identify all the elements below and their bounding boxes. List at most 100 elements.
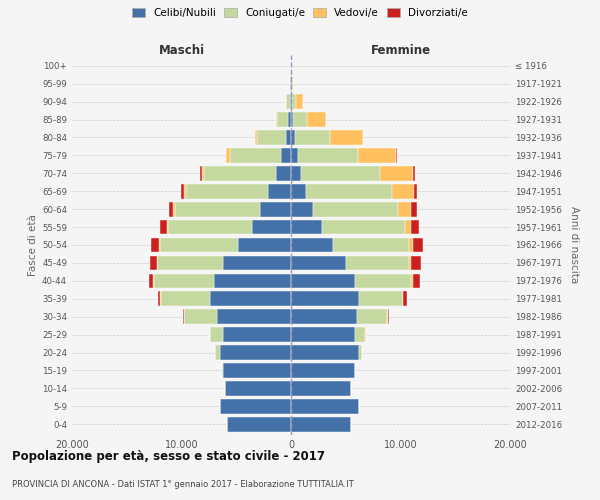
Bar	[186, 184, 268, 198]
Bar	[217, 310, 291, 324]
Bar	[167, 220, 169, 234]
Bar	[281, 148, 291, 162]
Bar	[291, 417, 351, 432]
Bar	[238, 238, 291, 252]
Bar	[291, 310, 356, 324]
Bar	[157, 256, 223, 270]
Bar	[175, 202, 260, 216]
Bar	[255, 130, 257, 145]
Bar	[210, 292, 291, 306]
Bar	[413, 274, 421, 288]
Bar	[291, 220, 322, 234]
Bar	[161, 292, 210, 306]
Bar	[291, 256, 346, 270]
Text: PROVINCIA DI ANCONA - Dati ISTAT 1° gennaio 2017 - Elaborazione TUTTITALIA.IT: PROVINCIA DI ANCONA - Dati ISTAT 1° genn…	[12, 480, 354, 489]
Bar	[358, 148, 396, 162]
Y-axis label: Anni di nascita: Anni di nascita	[569, 206, 578, 284]
Bar	[220, 345, 291, 360]
Bar	[355, 274, 412, 288]
Bar	[356, 310, 388, 324]
Bar	[291, 76, 292, 91]
Bar	[413, 238, 423, 252]
Bar	[251, 220, 291, 234]
Bar	[291, 130, 295, 145]
Bar	[359, 345, 362, 360]
Bar	[169, 220, 251, 234]
Bar	[151, 238, 158, 252]
Bar	[226, 381, 291, 396]
Bar	[277, 112, 288, 127]
Bar	[409, 238, 413, 252]
Bar	[291, 399, 359, 413]
Bar	[158, 238, 160, 252]
Bar	[173, 202, 175, 216]
Bar	[230, 148, 281, 162]
Bar	[412, 202, 417, 216]
Bar	[313, 202, 398, 216]
Bar	[226, 148, 230, 162]
Bar	[227, 417, 291, 432]
Bar	[183, 310, 184, 324]
Bar	[291, 184, 307, 198]
Bar	[322, 220, 405, 234]
Bar	[291, 112, 293, 127]
Bar	[184, 310, 217, 324]
Bar	[223, 328, 291, 342]
Y-axis label: Fasce di età: Fasce di età	[28, 214, 38, 276]
Bar	[298, 148, 358, 162]
Bar	[257, 130, 286, 145]
Bar	[215, 345, 220, 360]
Bar	[286, 130, 291, 145]
Bar	[292, 94, 296, 109]
Bar	[412, 274, 413, 288]
Bar	[392, 184, 413, 198]
Bar	[291, 292, 359, 306]
Bar	[291, 345, 359, 360]
Bar	[184, 184, 186, 198]
Bar	[202, 166, 205, 180]
Bar	[205, 166, 275, 180]
Bar	[220, 399, 291, 413]
Bar	[210, 328, 223, 342]
Bar	[398, 202, 412, 216]
Bar	[291, 166, 301, 180]
Bar	[291, 328, 355, 342]
Bar	[290, 94, 291, 109]
Bar	[286, 94, 290, 109]
Bar	[355, 328, 365, 342]
Bar	[359, 292, 403, 306]
Text: Popolazione per età, sesso e stato civile - 2017: Popolazione per età, sesso e stato civil…	[12, 450, 325, 463]
Bar	[409, 256, 412, 270]
Bar	[291, 381, 351, 396]
Bar	[200, 166, 202, 180]
Bar	[154, 274, 214, 288]
Bar	[396, 148, 397, 162]
Bar	[181, 184, 184, 198]
Bar	[301, 166, 380, 180]
Bar	[150, 256, 157, 270]
Bar	[296, 94, 303, 109]
Bar	[293, 112, 307, 127]
Bar	[412, 220, 419, 234]
Bar	[307, 184, 392, 198]
Legend: Celibi/Nubili, Coniugati/e, Vedovi/e, Divorziati/e: Celibi/Nubili, Coniugati/e, Vedovi/e, Di…	[129, 5, 471, 21]
Bar	[291, 94, 292, 109]
Bar	[295, 130, 330, 145]
Bar	[405, 220, 412, 234]
Bar	[388, 310, 389, 324]
Bar	[291, 363, 355, 378]
Bar	[268, 184, 291, 198]
Bar	[292, 76, 293, 91]
Bar	[291, 202, 313, 216]
Text: Maschi: Maschi	[158, 44, 205, 57]
Bar	[413, 184, 418, 198]
Bar	[346, 256, 409, 270]
Bar	[223, 256, 291, 270]
Bar	[413, 166, 415, 180]
Bar	[260, 202, 291, 216]
Bar	[380, 166, 413, 180]
Bar	[330, 130, 363, 145]
Bar	[291, 238, 332, 252]
Bar	[275, 166, 291, 180]
Bar	[307, 112, 326, 127]
